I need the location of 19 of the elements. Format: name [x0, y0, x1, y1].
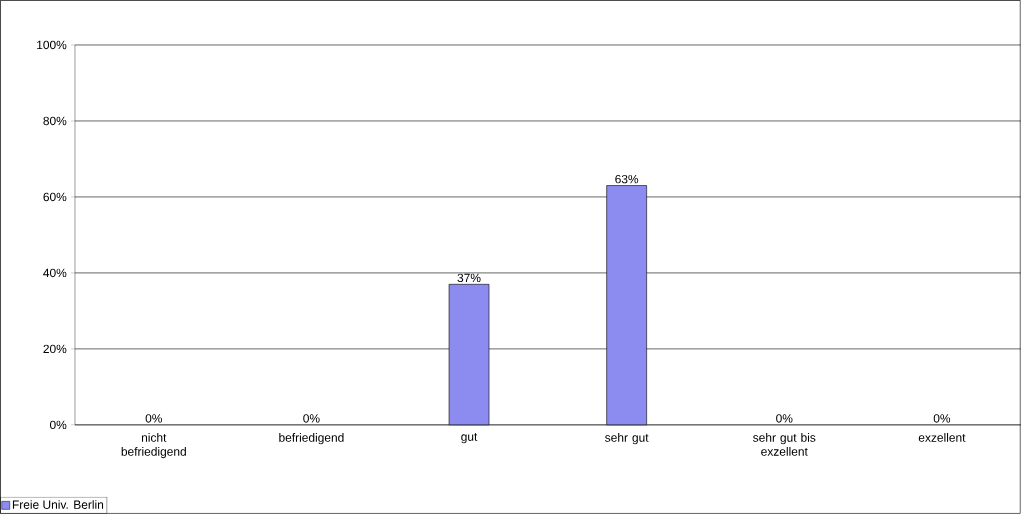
y-tick-label: 100% [37, 40, 67, 50]
y-tick-label: 80% [43, 116, 67, 126]
data-label: 0% [145, 414, 162, 423]
data-label: 63% [615, 174, 639, 184]
data-label: 37% [457, 273, 481, 283]
y-tick-label: 20% [43, 344, 67, 354]
x-tick-label: sehr gut bis exzellent [753, 433, 816, 456]
data-label: 0% [776, 414, 793, 423]
x-tick-label: sehr gut [605, 433, 649, 445]
data-label: 0% [303, 414, 320, 423]
x-tick-label: befriedigend [279, 433, 344, 445]
x-tick-label: nicht befriedigend [121, 433, 186, 459]
x-tick-label: exzellent [918, 433, 966, 442]
y-tick-label: 60% [43, 192, 67, 202]
y-tick-label: 0% [49, 420, 67, 430]
x-tick-label: gut [461, 433, 478, 444]
y-tick-label: 40% [43, 268, 67, 278]
data-label: 0% [933, 414, 951, 423]
legend-label: Freie Univ. Berlin [12, 500, 104, 509]
